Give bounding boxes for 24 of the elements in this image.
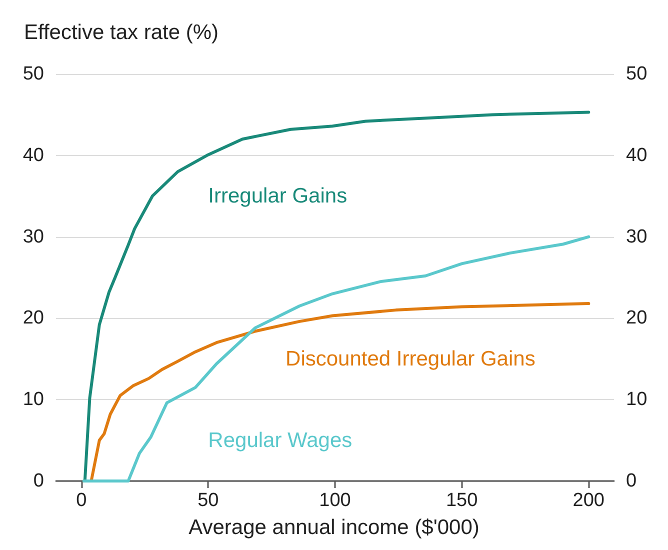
y2-tick-label: 0 xyxy=(626,470,637,492)
y2-tick-label: 40 xyxy=(626,144,648,166)
y-axis-title: Effective tax rate (%) xyxy=(24,21,219,44)
series-label: Irregular Gains xyxy=(208,184,348,208)
x-tick-label: 0 xyxy=(76,490,87,511)
series-label: Discounted Irregular Gains xyxy=(286,347,536,370)
x-tick-label: 150 xyxy=(446,490,478,511)
line-series xyxy=(82,110,590,482)
x-tick-label: 100 xyxy=(319,490,351,511)
line-series xyxy=(82,235,590,482)
y-tick-label: 10 xyxy=(22,389,44,410)
y-tick-label: 30 xyxy=(22,226,44,248)
y2-tick-label: 30 xyxy=(626,226,648,248)
x-tick-label: 200 xyxy=(572,490,604,511)
text: Regular Wages xyxy=(208,428,352,452)
y2-tick-label: 50 xyxy=(626,64,648,84)
x-tick-label: 50 xyxy=(198,490,219,511)
y2-tick-label: 10 xyxy=(626,389,648,410)
y2-tick-label: 20 xyxy=(626,308,648,329)
y-tick-label: 40 xyxy=(22,144,44,166)
y-tick-label: 50 xyxy=(22,64,44,84)
y-tick-label: 20 xyxy=(22,308,44,329)
x-axis-title: Average annual income ($'000) xyxy=(188,516,480,539)
y-tick-label: 0 xyxy=(33,470,44,492)
